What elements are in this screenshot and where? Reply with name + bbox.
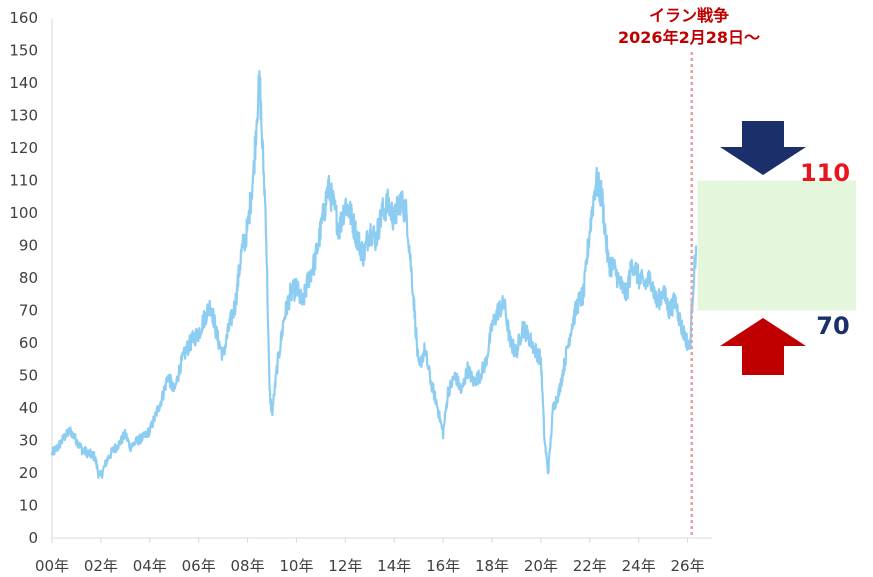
x-tick-label: 18年 xyxy=(475,557,509,575)
forecast-band xyxy=(697,180,856,311)
y-tick-label: 110 xyxy=(9,172,38,190)
y-tick-label: 0 xyxy=(28,529,38,547)
y-tick-label: 40 xyxy=(19,399,38,417)
axes xyxy=(51,18,712,539)
forecast-band-layer xyxy=(697,180,856,311)
x-tick-label: 14年 xyxy=(377,557,411,575)
y-tick-label: 100 xyxy=(9,204,38,222)
y-tick-label: 60 xyxy=(19,334,38,352)
x-tick-label: 06年 xyxy=(182,557,216,575)
y-tick-label: 120 xyxy=(9,139,38,157)
y-tick-label: 130 xyxy=(9,107,38,125)
band-low-label: 70 xyxy=(816,312,849,340)
band-arrows xyxy=(720,121,806,375)
price-series xyxy=(50,70,698,479)
y-tick-label: 70 xyxy=(19,302,38,320)
y-axis-tick-labels: 0 10 20 30 40 50 60 70 80 90 100 110 120 130 140 150 160 xyxy=(9,9,38,547)
event-label-line1: イラン戦争 xyxy=(649,6,729,25)
y-tick-label: 80 xyxy=(19,269,38,287)
y-tick-label: 140 xyxy=(9,74,38,92)
x-tick-label: 16年 xyxy=(426,557,460,575)
x-tick-label: 10年 xyxy=(279,557,313,575)
y-tick-label: 90 xyxy=(19,237,38,255)
y-tick-label: 20 xyxy=(19,464,38,482)
y-tick-label: 50 xyxy=(19,367,38,385)
x-tick-label: 26年 xyxy=(671,557,705,575)
x-tick-label: 08年 xyxy=(231,557,265,575)
x-tick-label: 02年 xyxy=(84,557,118,575)
series-line xyxy=(50,70,698,479)
y-tick-label: 160 xyxy=(9,9,38,27)
arrow-up-icon xyxy=(720,318,806,375)
y-tick-label: 10 xyxy=(19,497,38,515)
event-label-line2: 2026年2月28日〜 xyxy=(618,28,760,47)
x-tick-label: 22年 xyxy=(573,557,607,575)
x-tick-label: 20年 xyxy=(524,557,558,575)
x-tick-label: 04年 xyxy=(133,557,167,575)
x-tick-label: 12年 xyxy=(328,557,362,575)
x-tick-label: 24年 xyxy=(622,557,656,575)
y-tick-label: 150 xyxy=(9,42,38,60)
arrow-down-icon xyxy=(720,121,806,175)
y-tick-label: 30 xyxy=(19,432,38,450)
x-tick-label: 00年 xyxy=(35,557,69,575)
x-axis-tick-labels: 00年 02年 04年 06年 08年 10年 12年 14年 16年 18年 20年 22年 24年 2… xyxy=(35,538,705,575)
band-high-label: 110 xyxy=(800,159,850,187)
